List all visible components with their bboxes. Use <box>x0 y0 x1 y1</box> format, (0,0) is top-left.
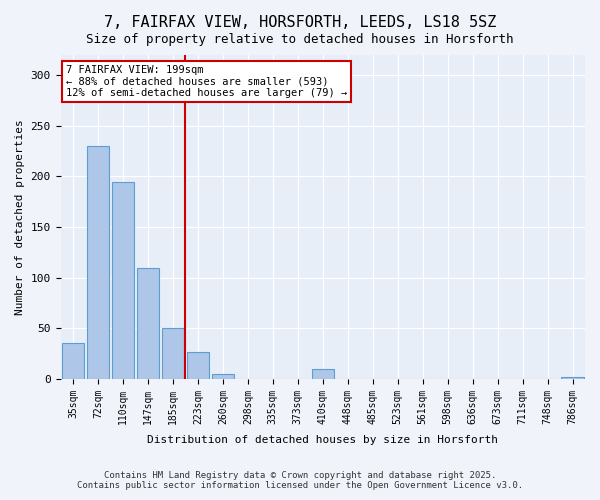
Text: Size of property relative to detached houses in Horsforth: Size of property relative to detached ho… <box>86 32 514 46</box>
Bar <box>87 146 109 379</box>
Text: 7 FAIRFAX VIEW: 199sqm
← 88% of detached houses are smaller (593)
12% of semi-de: 7 FAIRFAX VIEW: 199sqm ← 88% of detached… <box>66 64 347 98</box>
X-axis label: Distribution of detached houses by size in Horsforth: Distribution of detached houses by size … <box>147 435 498 445</box>
Bar <box>212 374 234 379</box>
Bar <box>187 352 209 379</box>
Text: Contains HM Land Registry data © Crown copyright and database right 2025.
Contai: Contains HM Land Registry data © Crown c… <box>77 470 523 490</box>
Bar <box>62 344 84 379</box>
Bar <box>311 369 334 379</box>
Bar <box>112 182 134 379</box>
Bar <box>137 268 159 379</box>
Bar <box>561 377 584 379</box>
Bar <box>161 328 184 379</box>
Text: 7, FAIRFAX VIEW, HORSFORTH, LEEDS, LS18 5SZ: 7, FAIRFAX VIEW, HORSFORTH, LEEDS, LS18 … <box>104 15 496 30</box>
Y-axis label: Number of detached properties: Number of detached properties <box>15 119 25 315</box>
